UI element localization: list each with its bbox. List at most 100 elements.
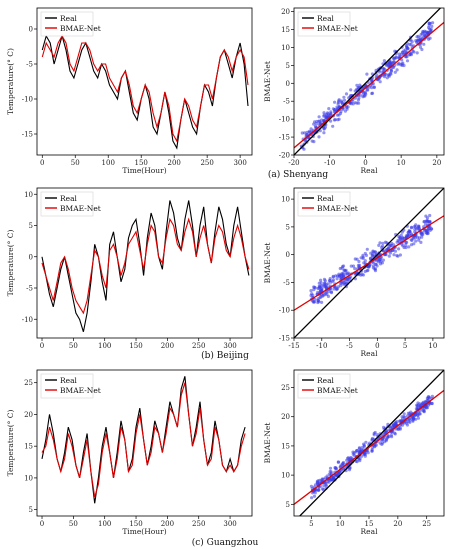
- y-tick-label: 0: [286, 80, 290, 88]
- y-tick-label: -5: [283, 279, 290, 287]
- scatter-point: [416, 401, 420, 405]
- scatter-point: [355, 460, 359, 464]
- scatter-point: [420, 47, 424, 52]
- scatter-point: [357, 457, 361, 461]
- scatter-point: [427, 226, 431, 230]
- scatter-point: [396, 254, 400, 258]
- scatter-point: [341, 274, 345, 278]
- scatter-point: [317, 135, 321, 139]
- scatter-point: [318, 285, 322, 289]
- scatter-point: [336, 460, 340, 464]
- scatter-point: [378, 80, 382, 84]
- scatter-point: [356, 98, 360, 102]
- scatter-point: [398, 237, 403, 241]
- x-tick-label: -5: [346, 342, 353, 350]
- scatter-point: [365, 449, 370, 453]
- x-tick-label: 0: [40, 342, 44, 350]
- scatter-point: [349, 88, 353, 92]
- scatter-point: [372, 85, 376, 89]
- scatter-point: [400, 423, 405, 427]
- scatter-point: [320, 477, 324, 481]
- x-tick-label: 25: [422, 520, 431, 528]
- scatter-point: [397, 247, 401, 251]
- scatter-point: [419, 231, 423, 235]
- legend-label: BMAE-Net: [60, 386, 101, 395]
- scatter-point: [362, 442, 366, 446]
- scatter-point: [329, 472, 333, 476]
- chart-c-line: 0 50 100 150 200 250 300 5 10 15 20 25 Time(Hour) Tem…: [6, 369, 253, 536]
- x-tick-label: 10: [397, 159, 406, 167]
- scatter-point: [370, 449, 374, 453]
- scatter-point: [355, 83, 359, 87]
- y-tick-label: 5: [29, 222, 33, 230]
- x-tick-label: 100: [98, 342, 111, 350]
- scatter-point: [329, 291, 334, 295]
- x-tick-label: 300: [233, 159, 246, 167]
- y-tick-label: 0: [286, 251, 290, 259]
- y-tick-label: -10: [22, 96, 33, 104]
- scatter-point: [310, 139, 314, 143]
- plot-area: [41, 376, 246, 504]
- series-line-bmae-net: [41, 217, 250, 315]
- x-tick-label: 0: [375, 342, 379, 350]
- scatter-point: [378, 441, 382, 445]
- scatter-point: [365, 269, 369, 273]
- scatter-point: [312, 285, 316, 289]
- scatter-point: [313, 483, 318, 487]
- scatter-point: [406, 411, 410, 415]
- caption-guangzhou: (c) Guangzhou: [192, 537, 259, 548]
- scatter-point: [373, 250, 377, 254]
- plot-area: [294, 370, 444, 516]
- scatter-point: [381, 258, 385, 262]
- scatter-point: [347, 276, 351, 280]
- scatter-point: [431, 21, 435, 25]
- x-tick-label: 5: [403, 342, 407, 350]
- scatter-point: [390, 425, 394, 429]
- scatter-point: [397, 234, 401, 239]
- scatter-point: [309, 484, 313, 488]
- y-tick-label: -15: [22, 131, 33, 139]
- scatter-point: [418, 45, 423, 49]
- series-line-bmae-net: [41, 34, 249, 143]
- scatter-point: [322, 111, 326, 115]
- legend-label: Real: [60, 14, 78, 23]
- scatter-point: [396, 427, 401, 431]
- scatter-point: [418, 36, 422, 40]
- scatter-point: [333, 118, 337, 122]
- legend-label: BMAE-Net: [317, 204, 358, 213]
- x-tick-label: -10: [324, 159, 335, 167]
- scatter-point: [328, 277, 332, 281]
- caption-beijing: (b) Beijing: [201, 350, 249, 361]
- legend-box: [297, 11, 351, 37]
- scatter-point: [406, 230, 410, 235]
- scatter-point: [387, 74, 391, 78]
- scatter-point: [371, 266, 375, 270]
- scatter-point: [317, 115, 321, 119]
- scatter-point: [405, 414, 410, 418]
- scatter-point: [333, 100, 337, 104]
- scatter-point: [313, 297, 317, 302]
- x-tick-label: 200: [161, 342, 174, 350]
- scatter-point: [402, 412, 406, 416]
- x-tick-label: 300: [223, 520, 236, 528]
- scatter-point: [386, 435, 390, 439]
- scatter-point: [324, 484, 328, 488]
- x-tick-label: 20: [432, 159, 441, 167]
- scatter-point: [345, 458, 349, 462]
- y-tick-label: 15: [281, 26, 290, 34]
- scatter-point: [375, 433, 379, 437]
- y-tick-label: 10: [281, 44, 290, 52]
- scatter-point: [382, 75, 387, 79]
- legend-label: BMAE-Net: [317, 386, 358, 395]
- legend-label: BMAE-Net: [60, 204, 101, 213]
- series-line-bmae-net: [41, 382, 246, 498]
- scatter-point: [351, 102, 355, 106]
- y-tick-label: 25: [24, 379, 33, 387]
- plot-frame: [36, 7, 253, 156]
- scatter-point: [317, 488, 321, 492]
- scatter-point: [341, 460, 346, 465]
- caption-shenyang: (a) Shenyang: [268, 169, 329, 180]
- scatter-point: [415, 35, 419, 39]
- scatter-point: [315, 481, 320, 485]
- chart-c-scatter: 5 10 15 20 25510152025RealBMAE-NetRealBMAE-N…: [263, 369, 445, 536]
